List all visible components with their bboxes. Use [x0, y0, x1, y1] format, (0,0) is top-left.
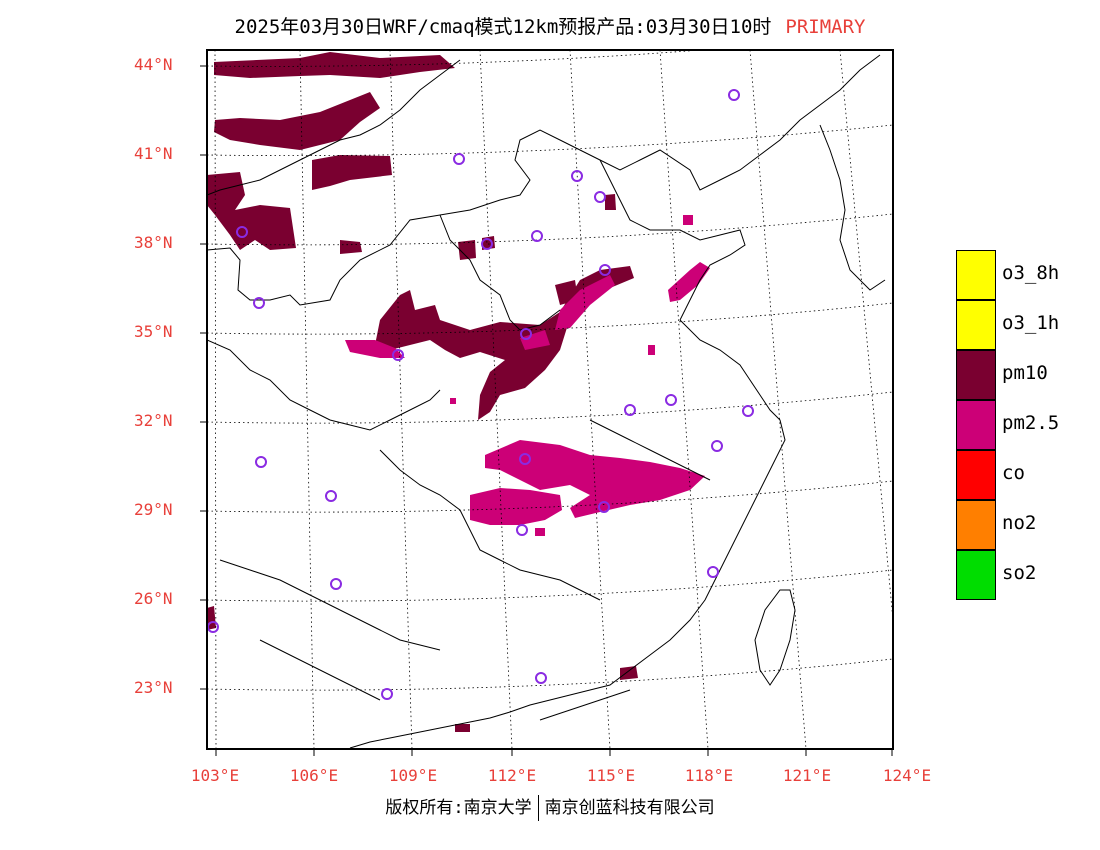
lat-label-26: 26°N [134, 589, 173, 608]
station-markers [207, 89, 754, 700]
legend-swatch [956, 300, 996, 350]
lon-label-109: 109°E [388, 766, 438, 785]
legend-label: pm2.5 [1002, 412, 1060, 434]
lat-label-35: 35°N [134, 322, 173, 341]
footer-left: 版权所有:南京大学 [385, 798, 532, 818]
lon-label-103: 103°E [190, 766, 240, 785]
footer-separator [537, 795, 539, 821]
lat-label-23: 23°N [134, 678, 173, 697]
map-title: 2025年03月30日WRF/cmaq模式12km预报产品:03月30日10时 P… [0, 12, 1100, 39]
lon-ticks [215, 749, 893, 756]
pm25-areas [345, 215, 710, 536]
graticule [207, 50, 893, 749]
legend-label: no2 [1002, 512, 1037, 534]
lat-ticks [200, 65, 207, 690]
legend-swatch [956, 500, 996, 550]
lat-label-44: 44°N [134, 55, 173, 74]
lon-label-121: 121°E [782, 766, 832, 785]
legend-label: pm10 [1002, 362, 1048, 384]
legend-label: o3_1h [1002, 312, 1060, 334]
lon-label-106: 106°E [289, 766, 339, 785]
pm10-areas [207, 52, 638, 732]
legend-item-o3-8h: o3_8h [956, 250, 1096, 300]
legend-label: co [1002, 462, 1025, 484]
boundaries [207, 54, 886, 749]
legend-item-co: co [956, 450, 1096, 500]
legend-item-o3-1h: o3_1h [956, 300, 1096, 350]
lon-label-124: 124°E [882, 766, 932, 785]
lat-label-38: 38°N [134, 233, 173, 252]
legend-item-so2: so2 [956, 550, 1096, 600]
lon-label-115: 115°E [586, 766, 636, 785]
legend-item-no2: no2 [956, 500, 1096, 550]
lon-label-118: 118°E [684, 766, 734, 785]
legend-item-pm25: pm2.5 [956, 400, 1096, 450]
lon-label-112: 112°E [487, 766, 537, 785]
lat-label-29: 29°N [134, 500, 173, 519]
lat-label-41: 41°N [134, 144, 173, 163]
map-frame [206, 49, 894, 750]
footer-right: 南京创蓝科技有限公司 [544, 798, 715, 818]
legend-swatch [956, 400, 996, 450]
lat-label-32: 32°N [134, 411, 173, 430]
legend-swatch [956, 350, 996, 400]
title-text: 2025年03月30日WRF/cmaq模式12km预报产品:03月30日10时 [234, 16, 772, 38]
legend-item-pm10: pm10 [956, 350, 1096, 400]
legend-label: o3_8h [1002, 262, 1060, 284]
legend-label: so2 [1002, 562, 1037, 584]
copyright-footer: 版权所有:南京大学 南京创蓝科技有限公司 [0, 793, 1100, 821]
legend-swatch [956, 450, 996, 500]
title-tag: PRIMARY [785, 16, 866, 38]
legend-swatch [956, 250, 996, 300]
legend-swatch [956, 550, 996, 600]
